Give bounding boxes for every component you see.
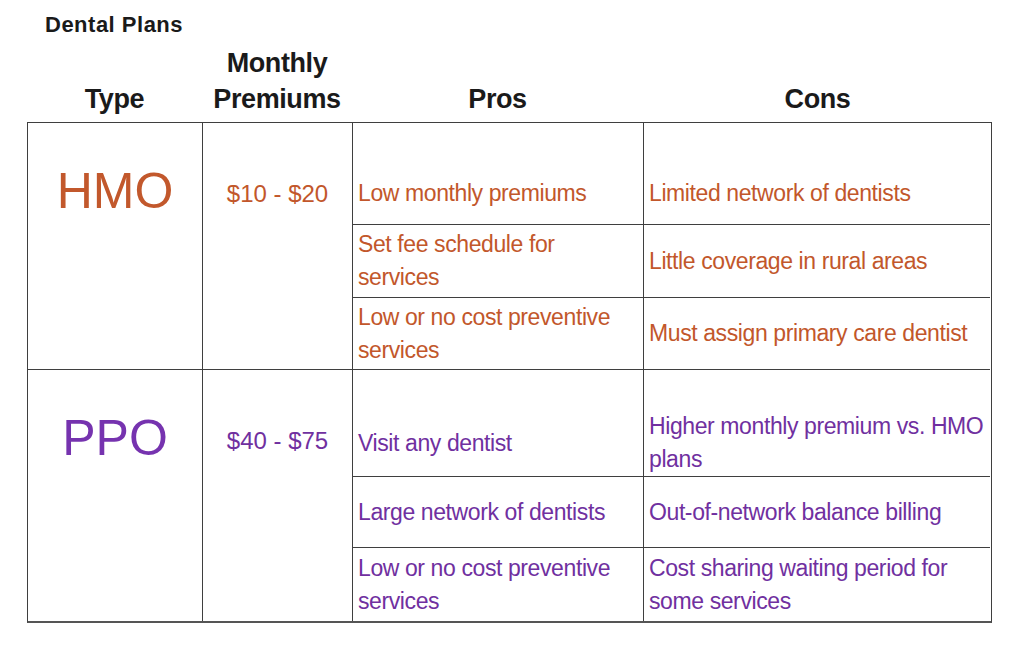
ppo-con-1: Higher monthly premium vs. HMO plans [643, 369, 990, 476]
column-header-cons: Cons [643, 40, 992, 122]
plan-type-ppo: PPO [28, 369, 202, 621]
ppo-pro-1: Visit any dentist [352, 369, 643, 476]
column-header-type: Type [27, 40, 202, 122]
column-header-pros: Pros [352, 40, 643, 122]
plan-premium-hmo: $10 - $20 [202, 123, 352, 369]
hmo-pro-1: Low monthly premiums [352, 123, 643, 224]
table-header-row: Type Monthly Premiums Pros Cons [27, 40, 992, 122]
hmo-pro-3: Low or no cost preventive services [352, 297, 643, 369]
ppo-pro-2: Large network of dentists [352, 476, 643, 547]
hmo-pro-2: Set fee schedule for services [352, 224, 643, 297]
page-title: Dental Plans [45, 12, 183, 38]
hmo-con-3: Must assign primary care dentist [643, 297, 990, 369]
dental-plans-page: Dental Plans Type Monthly Premiums Pros … [0, 0, 1024, 646]
ppo-pro-3: Low or no cost preventive services [352, 547, 643, 621]
plan-type-hmo: HMO [28, 123, 202, 369]
plan-premium-ppo: $40 - $75 [202, 369, 352, 621]
ppo-con-2: Out-of-network balance billing [643, 476, 990, 547]
hmo-con-1: Limited network of dentists [643, 123, 990, 224]
dental-plans-table: HMO $10 - $20 Low monthly premiums Limit… [27, 122, 992, 623]
column-header-premiums: Monthly Premiums [202, 40, 352, 122]
hmo-con-2: Little coverage in rural areas [643, 224, 990, 297]
ppo-con-3: Cost sharing waiting period for some ser… [643, 547, 990, 621]
